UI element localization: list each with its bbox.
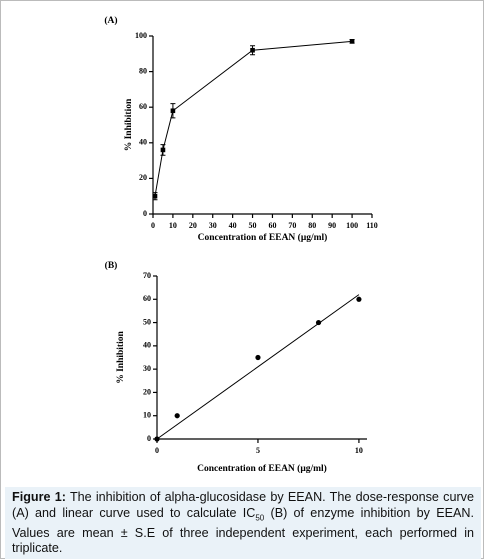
- x-tick-label: 20: [189, 221, 197, 230]
- marker: [356, 296, 362, 302]
- x-tick-label: 40: [229, 221, 237, 230]
- caption: Figure 1: The inhibition of alpha-glucos…: [5, 487, 481, 559]
- panel-label: (B): [105, 260, 118, 271]
- marker: [170, 108, 176, 114]
- y-axis-label: % Inhibition: [124, 98, 134, 151]
- y-tick-label: 10: [143, 411, 151, 420]
- y-tick-label: 40: [139, 138, 147, 147]
- charts: (A) Concentration of EEAN (μg/ml) % Inhibi…: [104, 15, 378, 474]
- y-tick-label: 30: [143, 364, 151, 373]
- y-tick-label: 20: [143, 387, 151, 396]
- x-tick-label: 110: [366, 221, 378, 230]
- y-tick-label: 60: [143, 294, 151, 303]
- marker: [255, 354, 261, 361]
- x-tick-label: 0: [155, 446, 159, 455]
- x-tick-label: 0: [151, 221, 155, 230]
- y-tick-label: 70: [143, 271, 151, 280]
- x-tick-label: 80: [308, 221, 316, 230]
- line: [156, 294, 360, 440]
- caption-label: Figure 1:: [12, 490, 66, 504]
- y-tick-label: 20: [139, 173, 147, 182]
- caption-text: The inhibition of alpha-glucosidase by E…: [12, 490, 474, 520]
- caption-text: (B) of enzyme inhibition by EEAN. Values…: [12, 505, 474, 556]
- x-tick-label: 10: [355, 446, 363, 455]
- y-tick-label: 0: [143, 209, 147, 218]
- marker: [160, 147, 166, 153]
- marker: [250, 47, 255, 53]
- caption-subscript: 50: [255, 513, 265, 523]
- y-tick-label: 50: [143, 317, 151, 326]
- y-tick-label: 80: [139, 66, 147, 75]
- y-tick-label: 40: [143, 341, 151, 350]
- x-tick-label: 30: [209, 221, 217, 230]
- x-tick-label: 5: [256, 446, 260, 455]
- y-tick-label: 0: [147, 434, 151, 443]
- marker: [174, 413, 180, 419]
- y-tick-label: 60: [139, 102, 147, 111]
- x-tick-label: 100: [346, 221, 358, 230]
- line: [154, 40, 353, 197]
- marker: [349, 39, 355, 44]
- panel-label: (A): [104, 15, 117, 26]
- x-tick-label: 10: [169, 221, 177, 230]
- x-axis-label: Concentration of EEAN (μg/ml): [197, 463, 327, 474]
- x-axis-label: Concentration of EEAN (μg/ml): [198, 232, 328, 243]
- x-tick-label: 70: [288, 221, 296, 230]
- y-axis-label: % Inhibition: [116, 331, 126, 384]
- x-tick-label: 90: [328, 221, 336, 230]
- x-tick-label: 50: [249, 221, 257, 230]
- y-tick-label: 100: [135, 31, 147, 40]
- marker: [152, 193, 158, 199]
- x-tick-label: 60: [268, 221, 276, 230]
